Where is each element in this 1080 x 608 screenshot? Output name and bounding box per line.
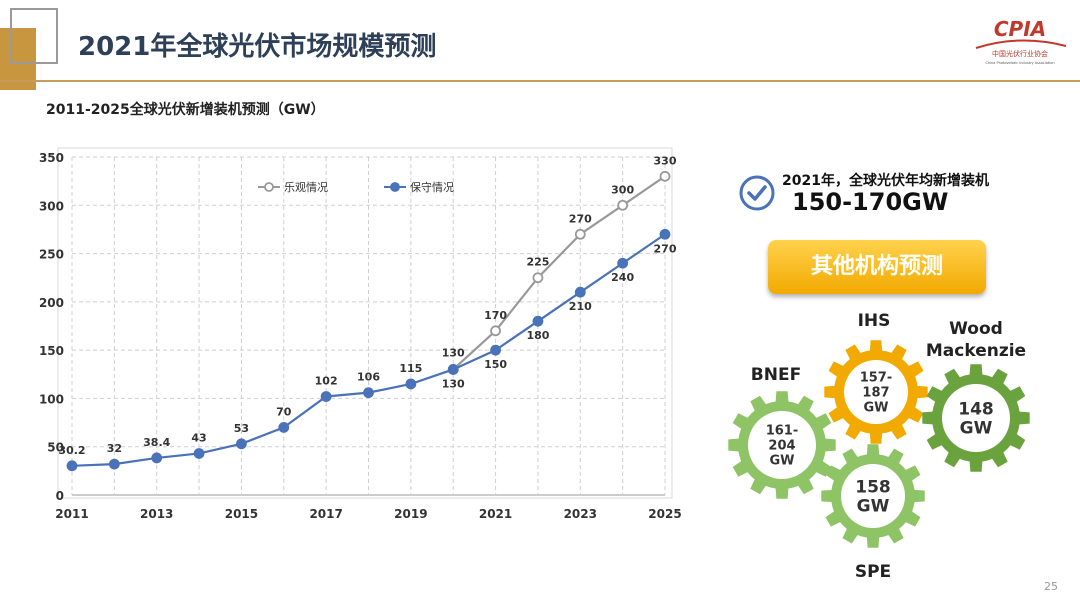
highlight-label: 2021年，全球光伏年均新增装机 bbox=[782, 173, 989, 189]
y-tick-label: 100 bbox=[39, 392, 64, 406]
svg-text:China Photovoltaic Industry As: China Photovoltaic Industry Association bbox=[985, 61, 1054, 65]
data-label: 180 bbox=[526, 329, 549, 342]
data-label: 225 bbox=[526, 256, 549, 269]
x-tick-label: 2011 bbox=[55, 507, 88, 521]
gear-value: GW bbox=[960, 418, 993, 438]
data-label: 38.4 bbox=[143, 436, 170, 449]
gear-value: GW bbox=[769, 454, 794, 469]
gear-value: GW bbox=[857, 496, 890, 516]
gear-value: 161- bbox=[766, 424, 799, 439]
data-label: 53 bbox=[234, 422, 249, 435]
data-point bbox=[617, 199, 629, 211]
corner-accent-frame bbox=[10, 8, 58, 64]
data-label: 170 bbox=[484, 309, 507, 322]
data-point bbox=[659, 228, 671, 240]
data-label: 102 bbox=[315, 374, 338, 387]
gear-center bbox=[748, 411, 816, 479]
corner-accent-block bbox=[0, 28, 36, 90]
y-tick-label: 150 bbox=[39, 344, 64, 358]
gear-value: GW bbox=[863, 401, 888, 416]
x-tick-label: 2021 bbox=[479, 507, 512, 521]
data-point bbox=[617, 257, 629, 269]
data-point bbox=[151, 452, 163, 464]
data-point bbox=[320, 391, 332, 402]
gear-center bbox=[844, 360, 908, 424]
gear-value: 204 bbox=[768, 439, 795, 454]
data-point bbox=[574, 286, 586, 298]
y-tick-label: 350 bbox=[39, 151, 64, 165]
gear-name: IHS bbox=[858, 311, 891, 331]
data-label: 32 bbox=[107, 442, 122, 455]
gear-center bbox=[942, 384, 1010, 452]
highlight-box: 2021年，全球光伏年均新增装机 150-170GW bbox=[738, 170, 1068, 220]
x-tick-label: 2015 bbox=[225, 507, 258, 521]
svg-text:CPIA: CPIA bbox=[994, 17, 1046, 41]
x-tick-label: 2013 bbox=[140, 507, 173, 521]
data-point bbox=[532, 272, 544, 284]
gear-value: 148 bbox=[958, 399, 994, 419]
x-tick-label: 2025 bbox=[648, 507, 681, 521]
data-label: 330 bbox=[654, 154, 677, 167]
data-point bbox=[66, 460, 78, 472]
gear-value: 187 bbox=[862, 386, 889, 401]
x-tick-label: 2017 bbox=[309, 507, 342, 521]
check-circle-icon bbox=[739, 175, 775, 211]
x-tick-label: 2019 bbox=[394, 507, 427, 521]
gear-center bbox=[841, 464, 905, 528]
data-point bbox=[405, 378, 417, 390]
data-label: 210 bbox=[569, 300, 592, 313]
y-tick-label: 200 bbox=[39, 296, 64, 310]
gear-name: Mackenzie bbox=[926, 341, 1026, 361]
legend-swatch-marker bbox=[264, 182, 274, 192]
data-point bbox=[447, 364, 459, 375]
data-point bbox=[574, 228, 586, 240]
data-point bbox=[236, 438, 247, 450]
data-label: 300 bbox=[611, 183, 634, 196]
x-tick-label: 2023 bbox=[564, 507, 597, 521]
other-institutions-button[interactable]: 其他机构预测 bbox=[768, 240, 986, 294]
legend-swatch-marker bbox=[390, 182, 400, 192]
data-label: 43 bbox=[191, 431, 206, 444]
page-title: 2021年全球光伏市场规模预测 bbox=[78, 32, 437, 62]
y-tick-label: 0 bbox=[56, 489, 64, 503]
title-divider bbox=[0, 80, 1080, 82]
data-label: 70 bbox=[276, 405, 292, 418]
data-label: 106 bbox=[357, 371, 380, 384]
data-point bbox=[490, 325, 501, 337]
data-label: 130 bbox=[442, 377, 465, 390]
y-tick-label: 250 bbox=[39, 248, 64, 262]
data-label: 115 bbox=[399, 362, 422, 375]
chart-title: 2011-2025全球光伏新增装机预测（GW） bbox=[46, 102, 325, 118]
data-label: 240 bbox=[611, 271, 634, 284]
data-label: 270 bbox=[654, 242, 677, 255]
legend-label: 保守情况 bbox=[410, 180, 454, 194]
highlight-value: 150-170GW bbox=[792, 188, 949, 216]
y-tick-label: 50 bbox=[47, 441, 64, 455]
legend-label: 乐观情况 bbox=[284, 181, 328, 194]
svg-text:中国光伏行业协会: 中国光伏行业协会 bbox=[992, 49, 1048, 58]
data-point bbox=[193, 448, 205, 459]
data-point bbox=[108, 458, 120, 470]
cpia-logo: CPIA 中国光伏行业协会 China Photovoltaic Industr… bbox=[975, 17, 1067, 65]
page-number: 25 bbox=[1044, 580, 1058, 593]
gear-value: 158 bbox=[855, 477, 891, 497]
data-point bbox=[490, 344, 501, 356]
data-point bbox=[278, 421, 290, 433]
data-label: 270 bbox=[569, 212, 592, 225]
data-label: 130 bbox=[442, 346, 465, 359]
plot-area-frame bbox=[57, 147, 673, 499]
gear-name: Wood bbox=[949, 319, 1003, 339]
data-point bbox=[532, 315, 544, 327]
y-tick-label: 300 bbox=[39, 199, 64, 213]
data-point bbox=[363, 387, 374, 399]
data-point bbox=[659, 170, 671, 182]
data-label: 30.2 bbox=[58, 444, 85, 457]
gear-name: SPE bbox=[855, 562, 891, 582]
gear-value: 157- bbox=[860, 371, 893, 386]
line-chart: 0 50 100 150 200 250 300 350 2011 2013 2015 2017 201… bbox=[39, 147, 682, 521]
gear-name: BNEF bbox=[751, 365, 801, 385]
series-line bbox=[452, 175, 666, 371]
data-label: 150 bbox=[484, 358, 507, 371]
